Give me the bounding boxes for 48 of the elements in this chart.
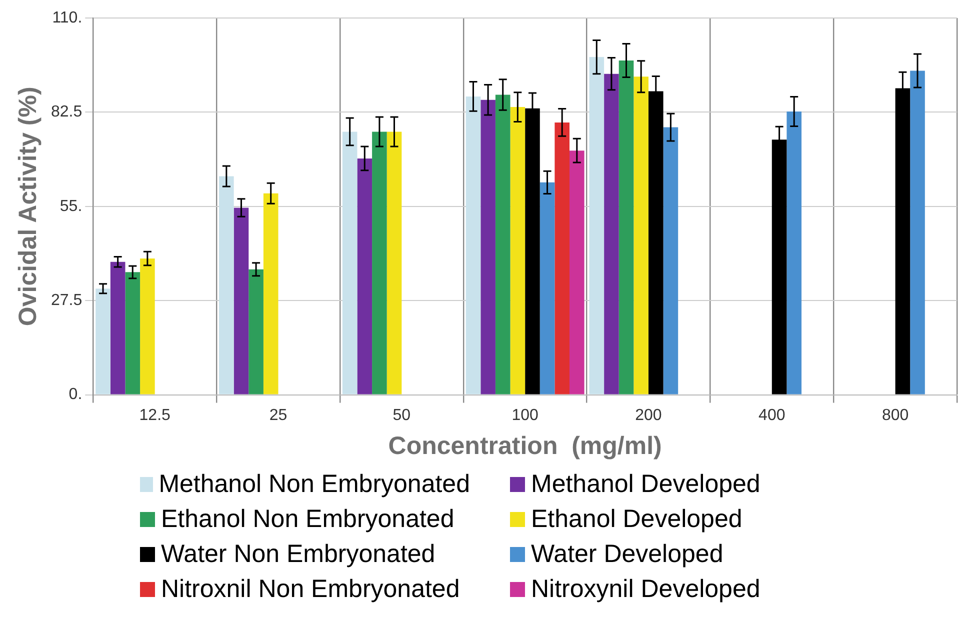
bar — [604, 74, 619, 394]
bar — [110, 262, 126, 394]
x-tick-label: 100 — [512, 406, 539, 424]
legend-label: Nitroxynil Developed — [531, 575, 760, 604]
bar — [540, 182, 555, 394]
x-tick-label: 12.5 — [139, 406, 171, 424]
bar — [786, 112, 802, 394]
bar — [248, 269, 264, 394]
bar — [234, 208, 249, 394]
bar — [510, 107, 526, 394]
y-tick-label: 55. — [60, 198, 82, 215]
x-tick-label: 50 — [392, 406, 411, 424]
y-tick-label: 0. — [68, 386, 82, 404]
bar — [466, 96, 481, 394]
y-tick-label: 110. — [52, 9, 82, 26]
bar — [386, 132, 402, 394]
x-tick-label: 800 — [882, 406, 909, 424]
bar — [357, 158, 372, 394]
bar — [96, 288, 110, 394]
x-axis-title: Concentration (mg/ml) — [388, 432, 662, 460]
bar — [140, 258, 155, 394]
bar — [618, 60, 634, 394]
bar — [372, 132, 387, 394]
bar — [263, 193, 278, 394]
legend-label: Water Developed — [531, 540, 724, 569]
legend-label: Ethanol Developed — [531, 505, 742, 534]
bar — [910, 70, 925, 394]
bar — [495, 94, 510, 394]
bar — [219, 176, 234, 394]
legend-label: Methanol Developed — [531, 470, 760, 499]
bar — [342, 132, 358, 394]
x-tick-label: 400 — [758, 406, 786, 424]
x-tick-label: 25 — [269, 406, 288, 424]
y-tick-label: 82.5 — [51, 104, 82, 121]
bar — [125, 272, 140, 394]
x-tick-label: 200 — [635, 406, 662, 424]
bar — [634, 76, 648, 394]
bar — [569, 150, 584, 394]
legend-label: Ethanol Non Embryonated — [161, 505, 454, 534]
legend-label: Methanol Non Embryonated — [158, 470, 470, 499]
bar — [589, 57, 604, 394]
legend-label: Nitroxnil Non Embryonated — [161, 575, 460, 604]
legend-label: Water Non Embryonated — [161, 540, 436, 569]
bar — [663, 127, 678, 394]
y-axis-title: Ovicidal Activity (%) — [14, 86, 42, 326]
bar — [480, 100, 496, 394]
y-tick-label: 27.5 — [51, 292, 82, 310]
bar — [554, 122, 570, 394]
